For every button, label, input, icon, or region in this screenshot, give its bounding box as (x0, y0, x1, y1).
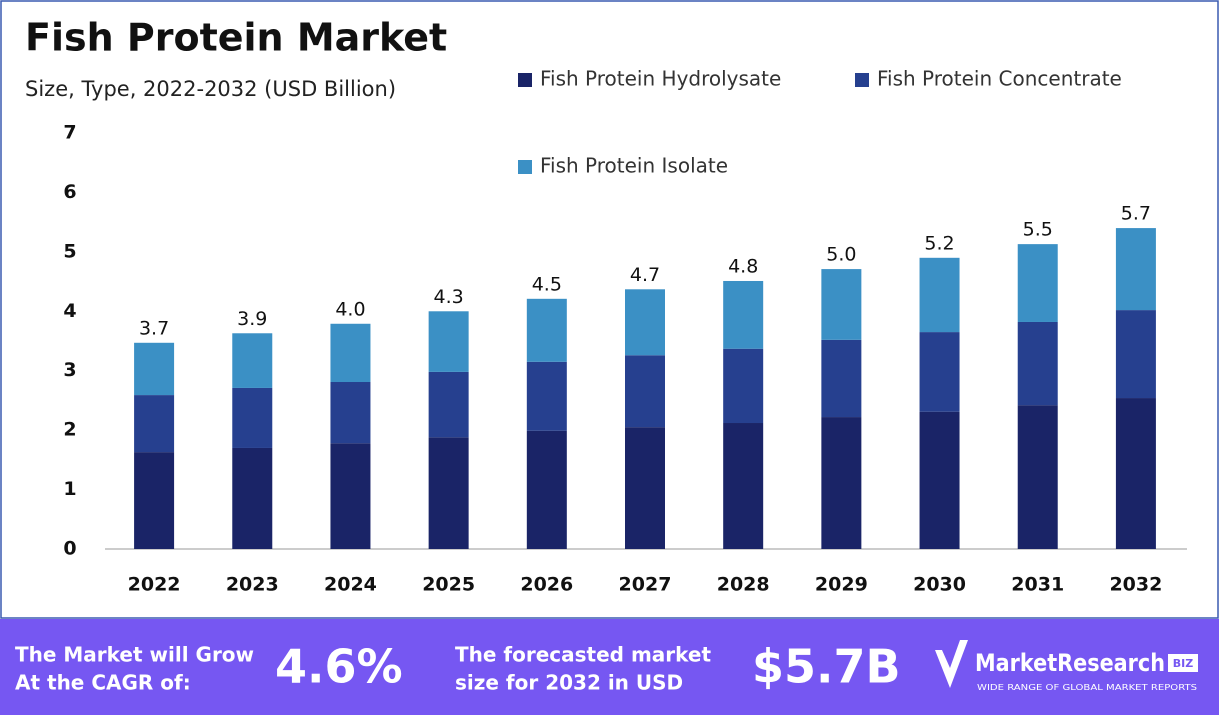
banner (0, 619, 1219, 715)
bar-segment (330, 443, 371, 549)
bar-segment (1115, 310, 1156, 399)
bar-segment (919, 332, 960, 412)
bar-segment (526, 298, 567, 362)
total-label: 5.0 (826, 244, 856, 266)
bar-segment (1017, 244, 1058, 322)
x-tick-label: 2028 (717, 574, 770, 596)
total-label: 4.0 (335, 298, 365, 320)
chart-frame (0, 0, 1219, 619)
chart-subtitle: Size, Type, 2022-2032 (USD Billion) (25, 77, 396, 101)
legend-label: Fish Protein Hydrolysate (540, 67, 781, 91)
bar-segment (330, 382, 371, 444)
bar-segment (134, 452, 175, 549)
bar-segment (232, 333, 273, 388)
bar-segment (232, 387, 273, 448)
total-label: 3.7 (139, 317, 169, 339)
legend-swatch (518, 73, 532, 87)
total-label: 3.9 (237, 308, 267, 330)
bar-segment (821, 417, 862, 549)
bar-segment (821, 269, 862, 340)
bar-segment (428, 371, 469, 438)
logo-badge-bg (1168, 654, 1198, 672)
bar-segment (1017, 405, 1058, 549)
x-tick-label: 2027 (619, 574, 672, 596)
bar-segment (625, 289, 665, 356)
total-label: 4.8 (728, 255, 758, 277)
x-tick-label: 2022 (128, 574, 181, 596)
legend-label: Fish Protein Isolate (540, 154, 728, 178)
total-label: 5.2 (924, 232, 954, 254)
x-tick-label: 2031 (1011, 574, 1064, 596)
bar-segment (1017, 321, 1058, 406)
bar-segment (428, 437, 469, 549)
total-label: 5.7 (1121, 203, 1151, 225)
bar-segment (919, 411, 960, 549)
bar-segment (134, 342, 175, 396)
bar-segment (428, 311, 469, 372)
chart-title: Fish Protein Market (25, 16, 447, 60)
bar-segment (625, 427, 665, 549)
legend-swatch (855, 73, 869, 87)
forecast-text: size for 2032 in USD (455, 671, 683, 695)
total-label: 5.5 (1023, 219, 1053, 241)
logo-badge: BIZ (1173, 657, 1193, 670)
bar-segment (723, 348, 764, 424)
forecast-value: $5.7B (752, 640, 901, 694)
bar-segment (723, 280, 764, 349)
y-tick-label: 2 (63, 419, 76, 441)
bar-segment (821, 339, 862, 418)
legend-swatch (518, 160, 532, 174)
y-tick-label: 0 (63, 538, 76, 560)
x-tick-label: 2024 (324, 574, 377, 596)
total-label: 4.7 (630, 264, 660, 286)
bar-segment (919, 257, 960, 333)
banner-text: The Market will Grow At the CAGR of: 4.6… (15, 640, 901, 695)
y-tick-label: 1 (63, 478, 76, 500)
cagr-text: At the CAGR of: (15, 671, 191, 695)
total-label: 4.3 (434, 286, 464, 308)
y-tick-label: 4 (63, 300, 76, 322)
x-tick-label: 2026 (520, 574, 573, 596)
logo-name: MarketResearch (975, 649, 1165, 677)
logo-icon (935, 640, 968, 688)
bar-segment (232, 447, 273, 549)
legend-label: Fish Protein Concentrate (877, 67, 1122, 91)
x-tick-label: 2030 (913, 574, 966, 596)
x-tick-label: 2025 (422, 574, 475, 596)
bar-segment (134, 395, 175, 453)
x-tick-label: 2032 (1109, 574, 1162, 596)
forecast-text: The forecasted market (455, 643, 711, 667)
x-tick-label: 2029 (815, 574, 868, 596)
cagr-value: 4.6% (275, 640, 403, 694)
x-tick-label: 2023 (226, 574, 279, 596)
bar-segment (526, 430, 567, 549)
y-tick-label: 7 (63, 122, 76, 144)
bar-segment (625, 355, 665, 428)
bar-segment (526, 361, 567, 431)
bar-segment (1115, 228, 1156, 311)
cagr-text: The Market will Grow (15, 643, 254, 667)
logo-tagline: WIDE RANGE OF GLOBAL MARKET REPORTS (977, 683, 1197, 692)
y-tick-label: 5 (63, 240, 76, 262)
bar-segment (1115, 398, 1156, 549)
total-label: 4.5 (532, 273, 562, 295)
bar-segment (330, 323, 371, 383)
y-tick-label: 6 (63, 181, 76, 203)
bar-segment (723, 423, 764, 549)
y-tick-label: 3 (63, 359, 76, 381)
